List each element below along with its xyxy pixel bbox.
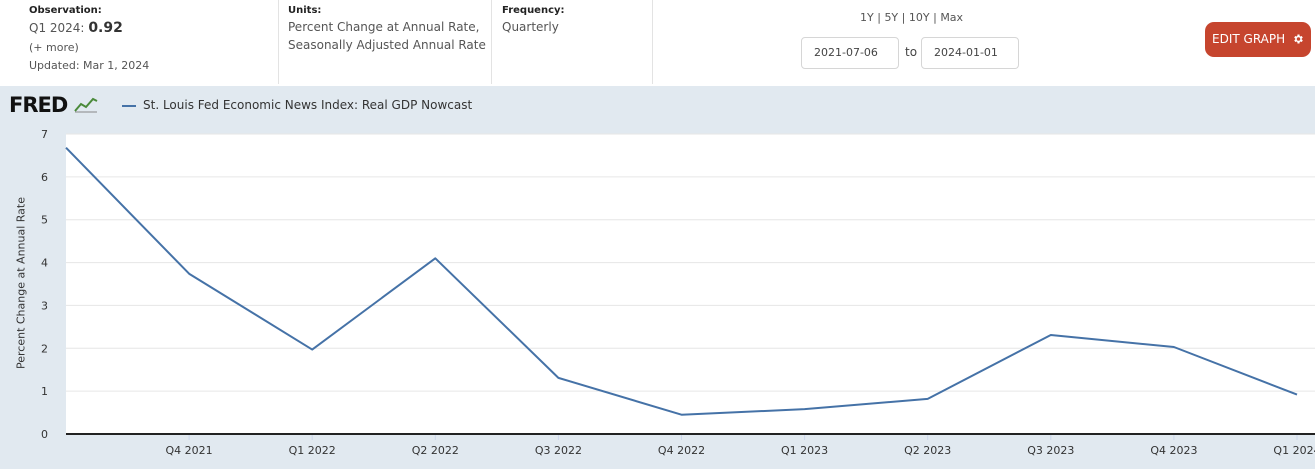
frequency-label: Frequency: xyxy=(502,5,565,16)
observation-period-text: Q1 2024: xyxy=(29,21,85,35)
x-tick-label: Q1 2022 xyxy=(289,444,336,457)
y-tick-label: 3 xyxy=(41,299,48,312)
gear-icon xyxy=(1294,34,1303,44)
data-point[interactable] xyxy=(1170,343,1178,351)
frequency-panel: Frequency: Quarterly xyxy=(492,0,653,84)
legend-swatch xyxy=(122,105,136,107)
y-tick-label: 1 xyxy=(41,385,48,398)
units-line-2: Seasonally Adjusted Annual Rate xyxy=(288,38,486,52)
x-tick-label: Q2 2022 xyxy=(412,444,459,457)
range-separator: | xyxy=(877,11,881,24)
series-group xyxy=(62,144,1301,419)
data-point[interactable] xyxy=(1293,391,1301,399)
range-max-link[interactable]: Max xyxy=(940,11,964,24)
gridlines xyxy=(66,133,1315,392)
chart-trend-icon xyxy=(73,97,98,113)
fred-logo: FRED xyxy=(9,93,98,117)
data-point[interactable] xyxy=(554,374,562,382)
x-tick-label: Q3 2023 xyxy=(1027,444,1074,457)
units-panel: Units: Percent Change at Annual Rate, Se… xyxy=(279,0,492,84)
data-point[interactable] xyxy=(308,346,316,354)
y-tick-label: 4 xyxy=(41,257,48,270)
data-point[interactable] xyxy=(431,254,439,262)
x-tick-label: Q1 2024 xyxy=(1273,444,1315,457)
edit-graph-button[interactable]: EDIT GRAPH xyxy=(1205,22,1311,57)
edit-graph-label: EDIT GRAPH xyxy=(1212,32,1286,46)
updated-date: Updated: Mar 1, 2024 xyxy=(29,59,150,72)
x-tick-label: Q3 2022 xyxy=(535,444,582,457)
range-links: 1Y | 5Y | 10Y | Max xyxy=(860,11,963,24)
x-tick-label: Q4 2022 xyxy=(658,444,705,457)
observation-value: 0.92 xyxy=(88,20,123,36)
plot-area xyxy=(66,134,1315,434)
frequency-value: Quarterly xyxy=(502,20,559,34)
y-tick-label: 0 xyxy=(41,428,48,441)
x-axis-ticks: Q4 2021 Q1 2022 Q2 2022 Q3 2022 Q4 2022 Q1 20… xyxy=(166,434,1315,457)
range-separator: | xyxy=(933,11,937,24)
x-tick-label: Q4 2023 xyxy=(1150,444,1197,457)
range-1y-link[interactable]: 1Y xyxy=(860,11,874,24)
observation-label: Observation: xyxy=(29,5,102,16)
fred-logo-text: FRED xyxy=(9,93,68,117)
range-5y-link[interactable]: 5Y xyxy=(884,11,899,24)
data-point[interactable] xyxy=(185,270,193,278)
x-tick-label: Q1 2023 xyxy=(781,444,828,457)
y-tick-label: 6 xyxy=(41,171,48,184)
more-link[interactable]: (+ more) xyxy=(29,41,79,54)
observation-panel: Observation: Q1 2024: 0.92 (+ more) Upda… xyxy=(0,0,279,84)
observation-period: Q1 2024: 0.92 xyxy=(29,20,123,36)
data-point[interactable] xyxy=(678,411,686,419)
range-separator: | xyxy=(901,11,906,24)
data-point[interactable] xyxy=(62,144,70,152)
x-tick-label: Q4 2021 xyxy=(166,444,213,457)
y-tick-label: 7 xyxy=(41,128,48,141)
end-date-input[interactable]: 2024-01-01 xyxy=(921,37,1019,69)
x-tick-label: Q2 2023 xyxy=(904,444,951,457)
date-to-label: to xyxy=(905,45,918,59)
units-label: Units: xyxy=(288,5,322,16)
units-line-1: Percent Change at Annual Rate, xyxy=(288,20,480,34)
legend-label[interactable]: St. Louis Fed Economic News Index: Real … xyxy=(143,98,473,112)
data-point[interactable] xyxy=(1047,331,1055,339)
y-tick-label: 5 xyxy=(41,214,48,227)
y-tick-label: 2 xyxy=(41,342,48,355)
range-10y-link[interactable]: 10Y xyxy=(908,11,930,24)
data-point[interactable] xyxy=(924,395,932,403)
header-bar: Observation: Q1 2024: 0.92 (+ more) Upda… xyxy=(0,0,1315,86)
start-date-input[interactable]: 2021-07-06 xyxy=(801,37,899,69)
series-line[interactable] xyxy=(65,147,1298,416)
y-axis-ticks: 0 1 2 3 4 5 6 7 xyxy=(41,128,48,441)
data-point[interactable] xyxy=(801,405,809,413)
